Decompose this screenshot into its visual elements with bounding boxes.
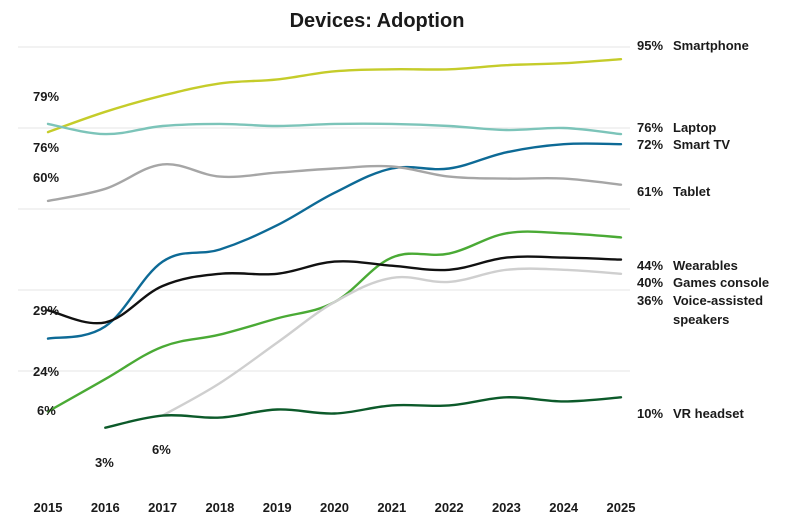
x-axis-ticks: 2015 2016 2017 2018 2019 2020 2021 2022 2023 2024…: [34, 500, 636, 515]
series-line-wearables: [46, 230, 623, 413]
series-lines: [46, 58, 623, 429]
start-value-vr-headset: 3%: [95, 455, 114, 470]
x-tick-2016: 2016: [91, 500, 120, 515]
series-line-games-console: [46, 255, 623, 325]
x-tick-2023: 2023: [492, 500, 521, 515]
start-value-tablet: 60%: [33, 170, 59, 185]
end-name-games-console: Games console: [673, 275, 769, 290]
x-tick-2022: 2022: [435, 500, 464, 515]
gridlines: [18, 46, 630, 372]
x-tick-2017: 2017: [148, 500, 177, 515]
series-line-voice-assisted-speakers: [161, 267, 623, 417]
series-line-vr-headset: [104, 396, 623, 429]
end-name-voice-assisted-speakers-line1: Voice-assisted: [673, 293, 763, 308]
end-value-tablet: 61%: [637, 184, 663, 199]
end-name-wearables: Wearables: [673, 258, 738, 273]
series-line-tablet: [46, 163, 623, 203]
end-name-tablet: Tablet: [673, 184, 711, 199]
end-value-smartphone: 95%: [637, 38, 663, 53]
end-value-voice-assisted-speakers: 36%: [637, 293, 663, 308]
end-name-smart-tv: Smart TV: [673, 137, 730, 152]
series-line-smart-tv: [46, 142, 623, 340]
end-value-smart-tv: 72%: [637, 137, 663, 152]
end-name-smartphone: Smartphone: [673, 38, 749, 53]
end-name-laptop: Laptop: [673, 120, 716, 135]
start-value-games-console: 29%: [33, 303, 59, 318]
x-tick-2015: 2015: [34, 500, 63, 515]
x-tick-2018: 2018: [205, 500, 234, 515]
chart-title: Devices: Adoption: [290, 10, 465, 32]
x-tick-2020: 2020: [320, 500, 349, 515]
start-value-smart-tv: 24%: [33, 364, 59, 379]
x-tick-2025: 2025: [607, 500, 636, 515]
start-value-voice-assisted-speakers: 6%: [152, 442, 171, 457]
start-labels: 79% 76% 24% 60% 6% 29% 6% 3%: [33, 89, 171, 470]
x-tick-2021: 2021: [377, 500, 406, 515]
start-value-smartphone: 79%: [33, 89, 59, 104]
start-value-wearables: 6%: [37, 403, 56, 418]
end-labels: 95% Smartphone 76% Laptop 72% Smart TV 61% Tabl…: [637, 38, 769, 421]
end-name-vr-headset: VR headset: [673, 406, 744, 421]
end-value-wearables: 44%: [637, 258, 663, 273]
x-tick-2019: 2019: [263, 500, 292, 515]
end-value-laptop: 76%: [637, 120, 663, 135]
end-value-vr-headset: 10%: [637, 406, 663, 421]
series-line-laptop: [46, 122, 623, 136]
end-value-games-console: 40%: [637, 275, 663, 290]
x-tick-2024: 2024: [549, 500, 579, 515]
start-value-laptop: 76%: [33, 140, 59, 155]
end-name-voice-assisted-speakers-line2: speakers: [673, 312, 729, 327]
series-line-smartphone: [46, 58, 623, 134]
